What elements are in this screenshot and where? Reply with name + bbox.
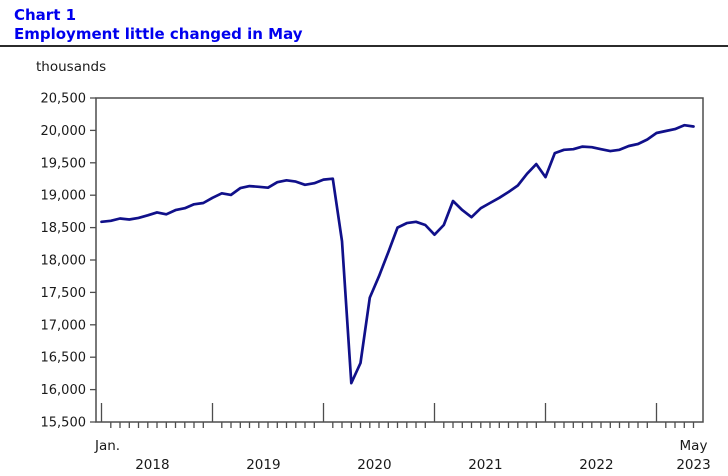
svg-text:17,500: 17,500: [41, 286, 87, 301]
x-axis: [100, 403, 695, 428]
svg-text:2023: 2023: [676, 457, 710, 473]
svg-text:16,500: 16,500: [41, 351, 87, 366]
svg-text:19,500: 19,500: [41, 156, 87, 171]
svg-text:19,000: 19,000: [41, 189, 87, 204]
svg-text:20,000: 20,000: [41, 124, 87, 139]
y-axis-unit-label: thousands: [36, 59, 107, 75]
svg-text:Jan.: Jan.: [94, 438, 120, 454]
y-axis: 15,500 16,000 16,500 17,000 17,500 18,000 18,5…: [41, 92, 96, 431]
x-axis-labels: Jan. 2018 2019 2020 2021 2022 May 2023: [94, 438, 711, 473]
chart-header: Chart 1 Employment little changed in May: [14, 6, 303, 44]
employment-series-line: [100, 123, 695, 385]
svg-text:2021: 2021: [468, 457, 502, 473]
svg-text:2020: 2020: [357, 457, 391, 473]
svg-text:2022: 2022: [579, 457, 613, 473]
plot-border: [95, 97, 704, 423]
chart-number-label: Chart 1: [14, 6, 77, 24]
svg-text:17,000: 17,000: [41, 318, 87, 333]
svg-text:May: May: [680, 438, 708, 454]
svg-text:15,500: 15,500: [41, 416, 87, 431]
svg-text:18,000: 18,000: [41, 254, 87, 269]
svg-text:18,500: 18,500: [41, 221, 87, 236]
header-divider: [0, 45, 728, 47]
svg-text:2019: 2019: [246, 457, 280, 473]
chart-title: Employment little changed in May: [14, 25, 303, 43]
svg-text:20,500: 20,500: [41, 92, 87, 107]
svg-text:2018: 2018: [135, 457, 169, 473]
svg-text:16,000: 16,000: [41, 383, 87, 398]
